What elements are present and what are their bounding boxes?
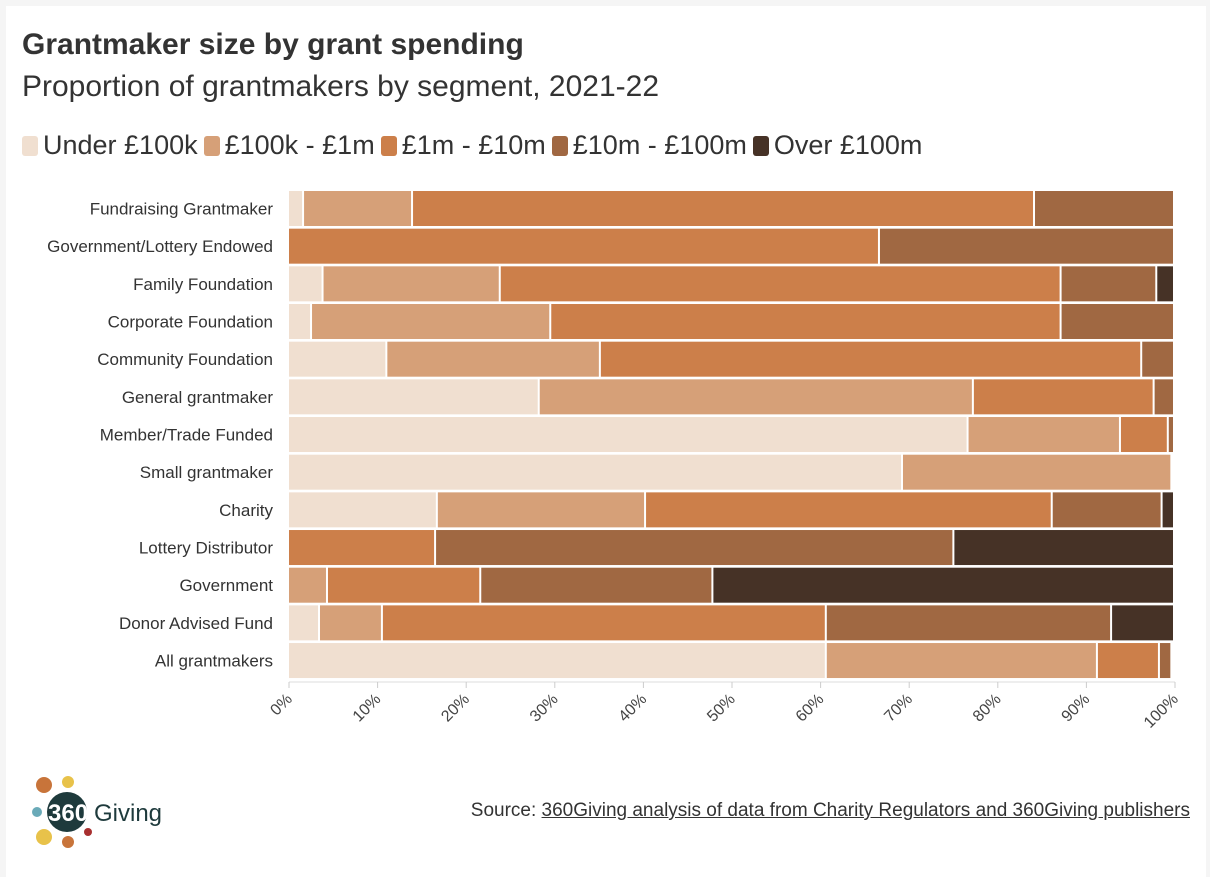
category-label: Fundraising Grantmaker bbox=[90, 200, 274, 219]
bar-segment bbox=[902, 454, 1171, 490]
category-label: All grantmakers bbox=[155, 652, 273, 671]
bar-segment bbox=[437, 492, 645, 528]
bar-segment bbox=[539, 379, 972, 415]
bar-segment bbox=[323, 266, 499, 302]
x-tick-label: 70% bbox=[881, 691, 916, 726]
legend-label: Over £100m bbox=[773, 130, 923, 160]
source-prefix: Source: bbox=[470, 800, 542, 821]
x-tick-label: 0% bbox=[267, 691, 295, 719]
legend-item: £10m - £100m bbox=[551, 130, 747, 161]
svg-text:Giving: Giving bbox=[94, 800, 162, 827]
bar-segment bbox=[327, 567, 480, 603]
legend-item: Over £100m bbox=[752, 130, 923, 161]
bar-segment bbox=[289, 454, 901, 490]
x-tick-label: 50% bbox=[704, 691, 739, 726]
bar-segment bbox=[826, 605, 1111, 641]
legend-swatch bbox=[203, 135, 220, 156]
bar-segment bbox=[1159, 643, 1171, 679]
bar-segment bbox=[320, 605, 381, 641]
bar-segment bbox=[481, 567, 712, 603]
x-tick-label: 100% bbox=[1141, 691, 1182, 732]
bar-segment bbox=[289, 530, 435, 566]
x-tick-label: 80% bbox=[970, 691, 1005, 726]
legend-item: Under £100k bbox=[22, 130, 198, 161]
bar-segment bbox=[954, 530, 1173, 566]
category-label: Government/Lottery Endowed bbox=[47, 237, 273, 256]
category-label: Lottery Distributor bbox=[139, 539, 273, 558]
bar-segment bbox=[289, 228, 878, 264]
bar-segment bbox=[1157, 266, 1173, 302]
bar-segment bbox=[1162, 492, 1173, 528]
source-link[interactable]: 360Giving analysis of data from Charity … bbox=[541, 800, 1190, 821]
bar-segment bbox=[289, 341, 386, 377]
bar-segment bbox=[413, 191, 1034, 226]
category-label: Donor Advised Fund bbox=[119, 614, 273, 633]
bar-segment bbox=[289, 379, 538, 415]
legend-label: Under £100k bbox=[43, 130, 198, 160]
x-tick-label: 60% bbox=[793, 691, 828, 726]
bar-segment bbox=[1168, 417, 1173, 453]
chart-title: Grantmaker size by grant spending bbox=[22, 28, 524, 61]
category-label: Charity bbox=[219, 501, 273, 520]
bar-segment bbox=[382, 605, 825, 641]
legend-swatch bbox=[380, 135, 397, 156]
category-label: General grantmaker bbox=[122, 388, 274, 407]
bar-segment bbox=[1142, 341, 1173, 377]
source-note: Source: 360Giving analysis of data from … bbox=[471, 800, 1190, 822]
bar-segment bbox=[1061, 304, 1173, 340]
svg-text:360: 360 bbox=[48, 800, 88, 827]
bar-segment bbox=[879, 228, 1173, 264]
legend-label: £1m - £10m bbox=[401, 130, 546, 160]
bar-segment bbox=[436, 530, 953, 566]
bar-segment bbox=[1120, 417, 1167, 453]
bar-segment bbox=[289, 266, 322, 302]
bar-segment bbox=[1112, 605, 1173, 641]
bar-segment bbox=[600, 341, 1141, 377]
category-label: Member/Trade Funded bbox=[100, 426, 273, 445]
bar-segment bbox=[1061, 266, 1156, 302]
category-label: Small grantmaker bbox=[140, 463, 274, 482]
legend-swatch bbox=[22, 135, 38, 156]
bar-segment bbox=[387, 341, 599, 377]
legend: Under £100k £100k - £1m £1m - £10m £10m - £… bbox=[22, 130, 928, 161]
legend-label: £10m - £100m bbox=[572, 130, 747, 160]
x-tick-label: 10% bbox=[350, 691, 385, 726]
bar-segment bbox=[500, 266, 1060, 302]
category-label: Family Foundation bbox=[133, 275, 273, 294]
x-tick-label: 90% bbox=[1059, 691, 1094, 726]
chart-subtitle: Proportion of grantmakers by segment, 20… bbox=[22, 70, 660, 103]
category-label: Community Foundation bbox=[97, 350, 273, 369]
bar-segment bbox=[713, 567, 1173, 603]
bar-segment bbox=[1052, 492, 1161, 528]
bar-segment bbox=[289, 191, 303, 226]
x-tick-label: 30% bbox=[527, 691, 562, 726]
bar-segment bbox=[646, 492, 1051, 528]
360giving-logo: 360 Giving bbox=[32, 776, 162, 848]
category-label: Corporate Foundation bbox=[108, 313, 273, 332]
bar-segment bbox=[826, 643, 1096, 679]
legend-item: £100k - £1m bbox=[203, 130, 375, 161]
category-label: Government bbox=[179, 576, 273, 595]
legend-swatch bbox=[551, 135, 568, 156]
bar-segment bbox=[1154, 379, 1173, 415]
bar-segment bbox=[289, 643, 825, 679]
x-tick-label: 20% bbox=[438, 691, 473, 726]
bar-segment bbox=[304, 191, 412, 226]
bar-segment bbox=[551, 304, 1060, 340]
legend-item: £1m - £10m bbox=[380, 130, 546, 161]
bar-segment bbox=[289, 417, 967, 453]
bar-segment bbox=[289, 492, 436, 528]
legend-swatch bbox=[752, 135, 769, 156]
x-tick-label: 40% bbox=[616, 691, 651, 726]
legend-label: £100k - £1m bbox=[224, 130, 375, 160]
bar-segment bbox=[312, 304, 550, 340]
bar-segment bbox=[973, 379, 1153, 415]
bar-segment bbox=[1097, 643, 1158, 679]
bar-segment bbox=[968, 417, 1119, 453]
bar-segment bbox=[289, 567, 326, 603]
bar-segment bbox=[1035, 191, 1173, 226]
bar-segment bbox=[289, 605, 319, 641]
bar-segment bbox=[289, 304, 311, 340]
